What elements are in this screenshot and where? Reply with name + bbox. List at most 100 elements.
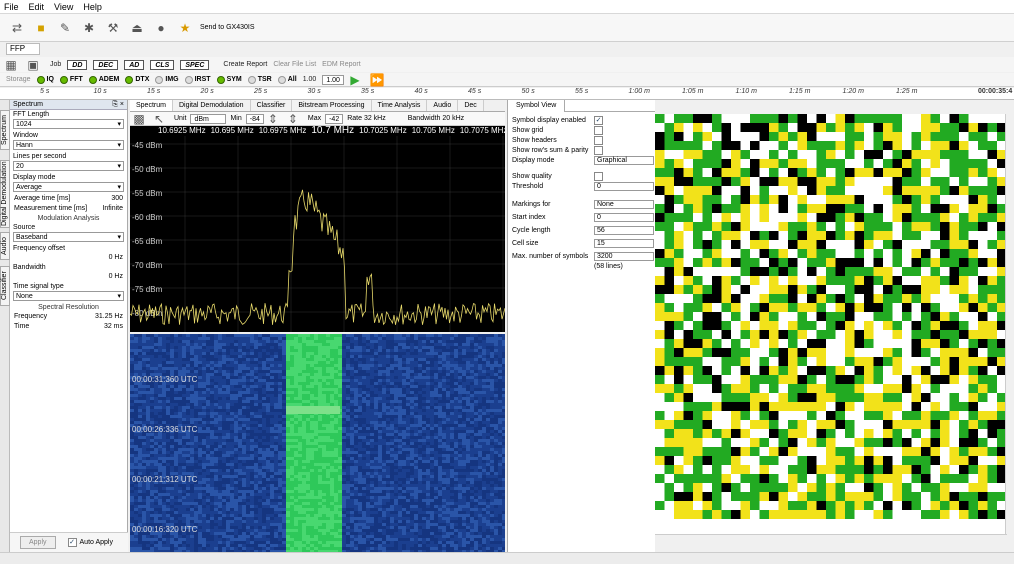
zoom-icon[interactable]: ▩ [133,111,145,126]
menu-edit[interactable]: Edit [28,1,45,12]
fft-length-select[interactable]: 1024 [13,119,124,129]
menu-file[interactable]: File [4,1,19,12]
wf-cell [494,433,498,436]
radio-icon [277,75,286,84]
center-tab[interactable]: Classifier [250,100,293,111]
layout-icon[interactable]: ▣ [27,57,39,72]
center-tab[interactable]: Dec [458,100,484,111]
mode-7[interactable]: TSR [247,75,272,84]
mode-5[interactable]: IRST [184,75,211,84]
wf-cell [342,364,346,367]
display-mode-select[interactable]: Average [13,182,124,192]
wf-cell [218,388,222,391]
scale-up-icon[interactable]: ⇕ [267,111,278,126]
fast-forward-icon[interactable]: ⏩ [369,72,385,87]
mode-2[interactable]: ADEM [88,75,119,84]
time-signal-type-select[interactable]: None [13,291,124,301]
record-icon[interactable]: ● [157,20,165,35]
mode-4[interactable]: IMG [155,75,179,84]
wf-cell [418,439,422,442]
wf-cell [266,388,270,391]
antenna-icon[interactable]: ✱ [83,20,95,35]
wf-cell [422,475,426,478]
wf-cell [490,370,494,373]
spectrum-plot[interactable]: -45 dBm -50 dBm -55 dBm -60 dBm -65 dBm -70 d… [129,136,506,332]
wf-cell [418,427,422,430]
cursor-icon[interactable]: ↖ [153,111,165,126]
vtab-classifier[interactable]: Classifier [0,266,10,306]
auto-apply-checkbox[interactable]: ✓ [67,538,77,547]
job-button[interactable]: Job [50,61,62,68]
wf-cell [402,400,406,403]
wf-cell [154,382,158,385]
center-tab[interactable]: Digital Demodulation [172,100,251,111]
waterfall-plot[interactable]: 00:00:31:360 UTC 00:00:26:336 UTC 00:00:21… [130,334,505,552]
tab-ffp[interactable]: FFP [6,43,40,55]
wf-cell [210,370,214,373]
max-input[interactable]: -42 [325,113,344,124]
mode-8[interactable]: All [277,75,297,84]
transfer-icon[interactable]: ⇄ [11,20,23,35]
speed-spinner[interactable]: 1.00 [322,74,344,85]
storage-dropdown[interactable]: Storage [6,76,31,83]
play-icon[interactable]: ▶ [350,72,360,87]
vtab-spectrum[interactable]: Spectrum [0,110,10,150]
pin-close-icon[interactable]: ⎘ × [112,101,124,108]
cls-button[interactable]: CLS [150,59,175,70]
wf-cell [190,337,194,340]
mode-6[interactable]: SYM [216,75,242,84]
mode-1[interactable]: FFT [59,75,83,84]
wf-cell [258,406,262,409]
source-select[interactable]: Baseband [13,232,124,242]
measurement-time-input[interactable]: Infinite [102,205,123,212]
min-input[interactable]: -84 [245,113,264,124]
runner-icon[interactable]: ★ [179,20,191,35]
folder-icon[interactable]: ■ [37,20,45,35]
wf-cell [414,415,418,418]
spec-button[interactable]: SPEC [180,59,210,70]
vtab-digital-demodulation[interactable]: Digital Demodulation [0,160,10,228]
wf-cell [234,475,238,478]
wf-cell [406,454,410,457]
edm-report-button[interactable]: EDM Report [322,61,361,68]
mode-0[interactable]: IQ [36,75,54,84]
wf-cell [162,478,166,481]
wf-cell [226,436,230,439]
lines-per-second-select[interactable]: 20 [13,161,124,171]
wf-cell [442,475,446,478]
wf-cell [306,472,310,475]
center-tab[interactable]: Time Analysis [371,100,428,111]
center-tab[interactable]: Bitstream Processing [292,100,372,111]
center-tab[interactable]: Audio [427,100,459,111]
wf-cell [154,334,158,337]
unit-select[interactable]: dBm [190,113,227,124]
send-to-button[interactable]: Send to GX430IS [200,24,255,31]
center-tab[interactable]: Spectrum [130,100,173,111]
time-ruler[interactable]: 00:00:35:4 5 s 10 s 15 s 20 s 25 s 30 s 35 s 40… [0,88,1014,100]
wf-cell [402,343,406,346]
apply-button[interactable]: Apply [20,536,56,549]
dec-button[interactable]: DEC [93,59,119,70]
clear-file-list-button[interactable]: Clear File List [273,61,317,68]
wf-cell [358,382,362,385]
average-time-input[interactable]: 300 [111,195,123,202]
frequency-offset-input[interactable]: 0 Hz [108,254,123,261]
window-select[interactable]: Hann [13,140,124,150]
grid-icon[interactable]: ▦ [5,57,17,72]
mode-3[interactable]: DTX [125,75,149,84]
tool-icon[interactable]: ⚒ [107,20,119,35]
create-report-button[interactable]: Create Report [223,61,268,68]
pen-icon[interactable]: ✎ [59,20,71,35]
menu-view[interactable]: View [54,1,74,12]
scale-down-icon[interactable]: ⇕ [287,111,298,126]
dd-button[interactable]: DD [67,59,88,70]
wf-cell [206,370,210,373]
vtab-audio[interactable]: Audio [0,232,10,260]
menu-help[interactable]: Help [83,1,102,12]
bandwidth-input[interactable]: 0 Hz [108,273,123,280]
wf-cell [494,451,498,454]
wf-cell [414,478,418,481]
ad-button[interactable]: AD [124,59,145,70]
eject-icon[interactable]: ⏏ [131,20,143,35]
wf-cell [458,412,462,415]
